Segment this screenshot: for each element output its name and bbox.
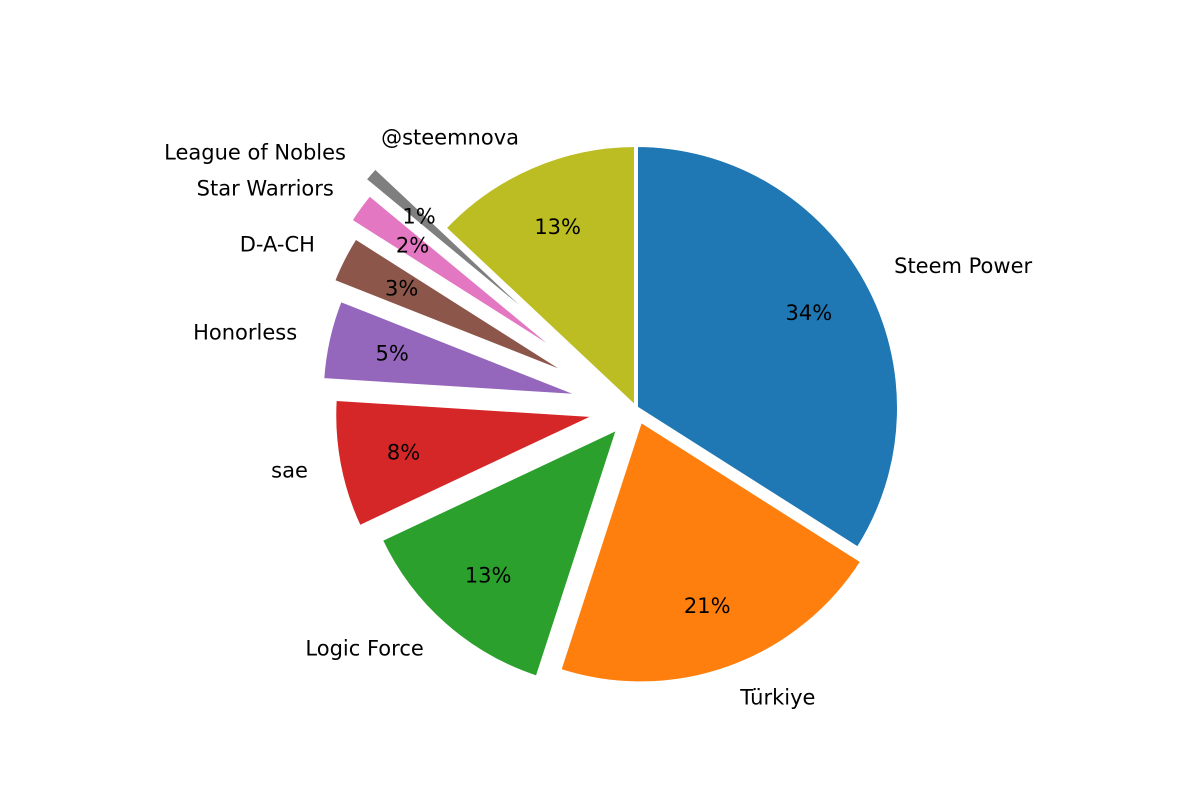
slice-league-of-nobles: [361, 164, 569, 349]
slice-t-rkiye: [556, 417, 866, 686]
category-label-honorless: Honorless: [193, 320, 297, 344]
category-label-sae: sae: [271, 459, 308, 483]
pie-slices: [320, 142, 901, 686]
category-labels: Steem Power Türkiye Logic Force sae Honorles…: [164, 126, 1032, 710]
slice-steemnova: [441, 142, 638, 413]
percent-label-star-warriors: 2%: [396, 234, 429, 258]
percent-label-steemnova: 13%: [534, 215, 581, 239]
category-label-star-warriors: Star Warriors: [197, 176, 334, 200]
slice-sae: [332, 396, 599, 531]
category-label-steem-power: Steem Power: [894, 254, 1032, 278]
slice-d-a-ch: [330, 234, 579, 381]
percent-label-d-a-ch: 3%: [385, 277, 418, 301]
percent-label-t-rkiye: 21%: [684, 594, 731, 618]
slice-honorless: [320, 297, 586, 399]
percent-label-sae: 8%: [387, 440, 420, 464]
percent-label-logic-force: 13%: [465, 564, 512, 588]
slice-star-warriors: [347, 191, 574, 364]
category-label-logic-force: Logic Force: [305, 637, 423, 661]
percent-label-steem-power: 34%: [786, 301, 833, 325]
category-label-d-a-ch: D-A-CH: [240, 232, 315, 256]
category-label-t-rkiye: Türkiye: [739, 686, 815, 710]
category-label-steemnova: @steemnova: [381, 126, 519, 150]
slice-logic-force: [377, 423, 622, 681]
slice-steem-power: [634, 142, 901, 552]
category-label-league-of-nobles: League of Nobles: [164, 140, 346, 164]
percent-label-honorless: 5%: [376, 341, 409, 365]
percent-labels: 34% 21% 13% 8% 5% 3% 2% 1% 13%: [376, 205, 833, 618]
percent-label-league-of-nobles: 1%: [402, 205, 435, 229]
